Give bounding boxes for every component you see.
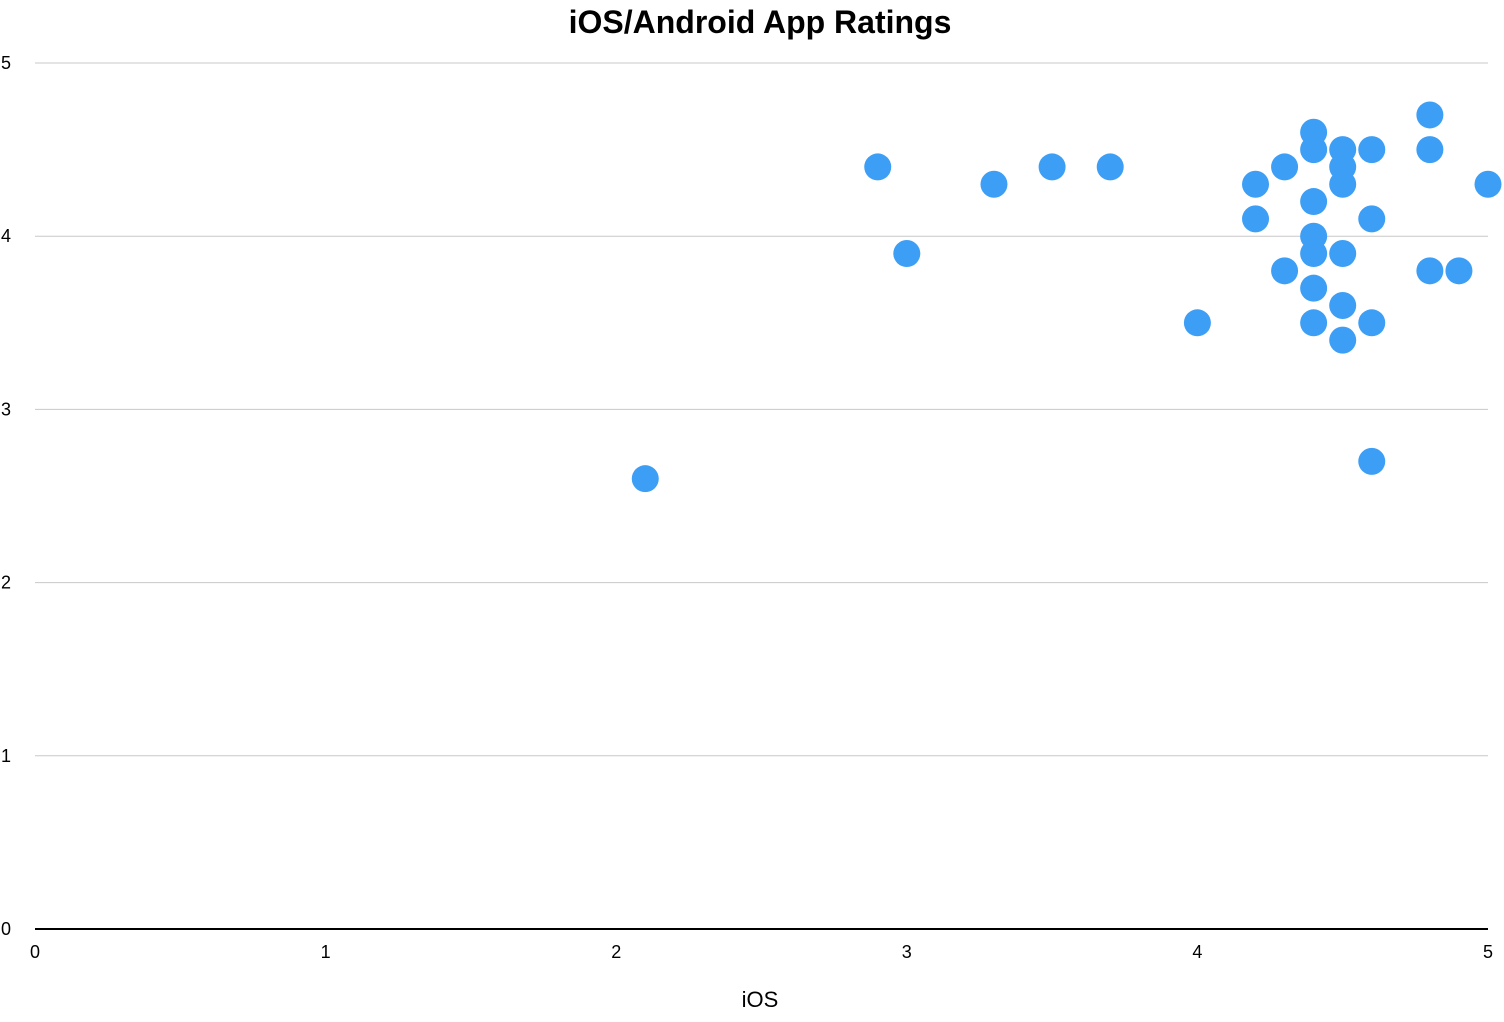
y-tick-label-4: 4	[1, 226, 11, 246]
data-point-25	[1358, 205, 1386, 233]
data-point-7	[1242, 170, 1270, 198]
y-tick-label-0: 0	[1, 919, 11, 939]
data-point-29	[1416, 136, 1444, 164]
data-point-15	[1300, 240, 1328, 268]
data-point-27	[1358, 447, 1386, 475]
data-point-5	[1096, 153, 1124, 181]
data-point-21	[1329, 240, 1357, 268]
y-tick-label-2: 2	[1, 573, 11, 593]
x-tick-label-4: 4	[1192, 942, 1202, 962]
x-tick-label-3: 3	[902, 942, 912, 962]
data-point-1	[864, 153, 892, 181]
x-tick-label-5: 5	[1483, 942, 1493, 962]
data-point-8	[1242, 205, 1270, 233]
data-point-9	[1271, 153, 1299, 181]
data-point-28	[1416, 101, 1444, 129]
data-point-32	[1474, 170, 1502, 198]
data-point-20	[1329, 170, 1357, 198]
y-tick-label-3: 3	[1, 399, 11, 419]
x-tick-label-0: 0	[30, 942, 40, 962]
data-point-6	[1183, 309, 1211, 337]
data-point-0	[631, 465, 659, 493]
data-point-3	[980, 170, 1008, 198]
data-point-4	[1038, 153, 1066, 181]
x-tick-labels: 0 1 2 3 4 5	[30, 942, 1493, 962]
data-point-31	[1445, 257, 1473, 285]
data-point-23	[1329, 326, 1357, 354]
data-point-2	[893, 240, 921, 268]
data-point-26	[1358, 309, 1386, 337]
y-tick-label-5: 5	[1, 53, 11, 73]
x-axis-title: iOS	[742, 987, 779, 1012]
data-point-16	[1300, 274, 1328, 302]
data-point-12	[1300, 136, 1328, 164]
data-point-17	[1300, 309, 1328, 337]
x-tick-label-1: 1	[321, 942, 331, 962]
x-tick-label-2: 2	[611, 942, 621, 962]
data-point-22	[1329, 291, 1357, 319]
data-point-10	[1271, 257, 1299, 285]
y-tick-labels: 0 1 2 3 4 5	[1, 53, 11, 939]
data-point-30	[1416, 257, 1444, 285]
gridlines	[35, 62, 1488, 757]
data-point-24	[1358, 136, 1386, 164]
data-points	[631, 101, 1502, 493]
y-tick-label-1: 1	[1, 746, 11, 766]
data-point-13	[1300, 188, 1328, 216]
chart-title: iOS/Android App Ratings	[569, 4, 952, 40]
